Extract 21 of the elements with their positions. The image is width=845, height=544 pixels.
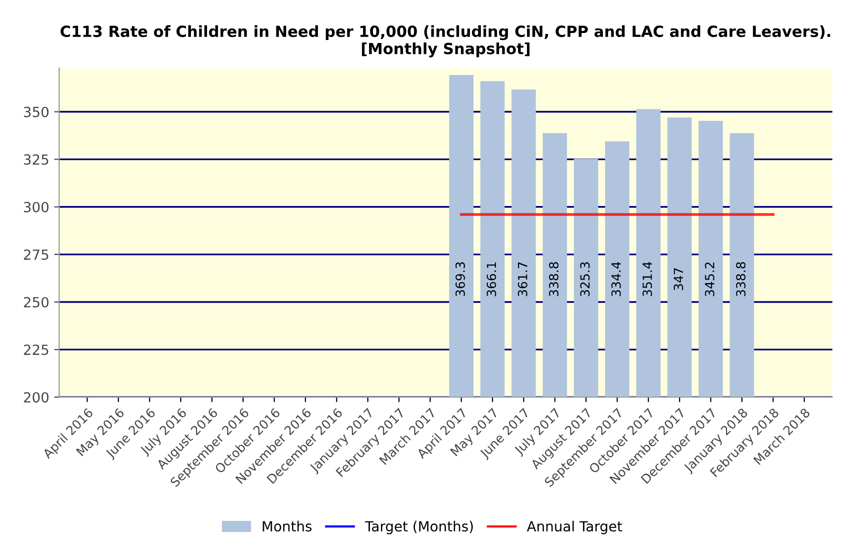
data-label: 338.8	[736, 262, 746, 296]
y-tick-label: 300	[24, 202, 49, 212]
data-label: 351.4	[642, 262, 652, 296]
data-label: 361.7	[518, 262, 528, 296]
data-label: 366.1	[486, 262, 496, 296]
y-tick-label: 250	[24, 296, 49, 308]
y-tick-label: 275	[24, 249, 48, 260]
data-label: 338.8	[549, 262, 558, 296]
y-tick-label: 200	[24, 392, 49, 403]
data-label: 325.3	[580, 262, 590, 296]
data-label: 345.2	[704, 262, 714, 296]
data-label: 347	[674, 268, 684, 290]
data-label: 369.3	[456, 262, 465, 296]
y-tick-label: 325	[24, 154, 48, 165]
legend-label: Annual Target	[526, 520, 622, 534]
legend-label: Months	[262, 520, 312, 532]
legend-label: Target (Months)	[364, 520, 473, 534]
y-tick-label: 225	[24, 344, 48, 356]
chart-title: C113 Rate of Children in Need per 10,000 (including CiN, CPP and LAC and Care Leavers). [Monthly Snapshot]	[60, 25, 830, 58]
y-tick-label: 350	[24, 106, 49, 118]
data-label: 334.4	[611, 262, 621, 296]
